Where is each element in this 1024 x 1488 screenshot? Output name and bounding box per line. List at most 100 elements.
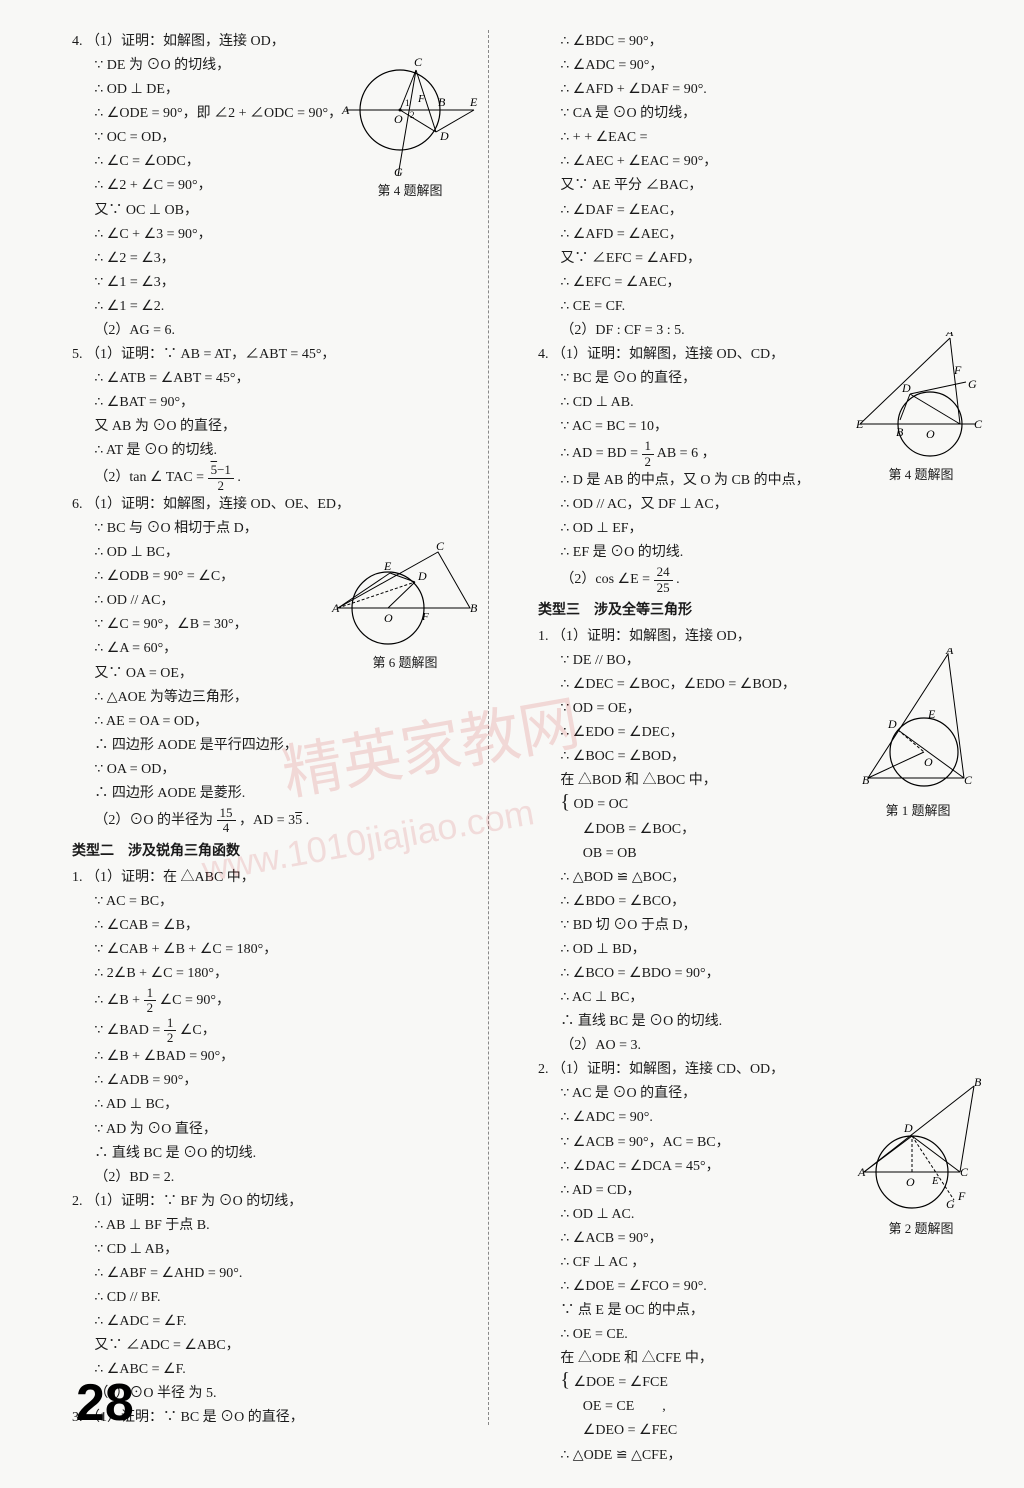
text-line: ∴ OE = CE. [538, 1323, 988, 1347]
text-line: 1. （1）证明：如解图，连接 OD， [538, 625, 988, 649]
figure-r-q4: E B C A D F G O 第 4 题解图 [856, 332, 986, 483]
diagram-icon: A B C D E O F [330, 540, 480, 650]
text-line: ∴ 四边形 AODE 是菱形. [72, 782, 522, 806]
text-line: ∴ CE = CF. [538, 295, 988, 319]
svg-text:A: A [857, 1165, 866, 1179]
text-line: ∴ ∠ATB = ∠ABT = 45°， [72, 367, 522, 391]
text-line: ∵ ∠CAB + ∠B + ∠C = 180°， [72, 938, 522, 962]
svg-text:A: A [331, 601, 340, 615]
svg-text:A: A [945, 648, 954, 657]
text-line: （2）⊙O 的半径为 154 ，AD = 35 . [72, 806, 522, 836]
svg-text:B: B [438, 95, 446, 109]
text-line: ∴ ∠BDC = 90°， [538, 30, 988, 54]
text-line: ∵ AC = BC， [72, 890, 522, 914]
text-line: 类型二 涉及锐角三角函数 [72, 840, 522, 864]
text-line: 1. （1）证明：在 △ABC 中， [72, 866, 522, 890]
figure-caption: 第 4 题解图 [856, 464, 986, 483]
text-line: ∴ ∠C + ∠3 = 90°， [72, 223, 522, 247]
text-line: ∴ 2∠B + ∠C = 180°， [72, 962, 522, 986]
svg-text:C: C [964, 773, 973, 787]
text-line: ∴ △ODE ≌ △CFE， [538, 1444, 988, 1468]
svg-text:C: C [960, 1165, 969, 1179]
figure-caption: 第 4 题解图 [340, 180, 480, 199]
svg-text:C: C [436, 540, 445, 553]
text-line: ∵ OA = OD， [72, 758, 522, 782]
text-line: ∴ EF 是 ⊙O 的切线. [538, 541, 988, 565]
svg-text:1: 1 [405, 98, 410, 108]
figure-caption: 第 6 题解图 [330, 652, 480, 671]
svg-text:D: D [903, 1121, 913, 1135]
text-line: ∴ + + ∠EAC = [538, 126, 988, 150]
text-line: ∴ AT 是 ⊙O 的切线. [72, 439, 522, 463]
svg-text:A: A [341, 103, 350, 117]
text-line: ∴ ∠ABC = ∠F. [72, 1358, 522, 1382]
text-line: { ∠DOE = ∠FCE [538, 1371, 988, 1395]
text-line: ∵ ∠1 = ∠3， [72, 271, 522, 295]
text-line: 又 AB 为 ⊙O 的直径， [72, 415, 522, 439]
text-line: 5. （1）证明：∵ AB = AT，∠ABT = 45°， [72, 343, 522, 367]
diagram-icon: A C B D O E G F [856, 1076, 986, 1216]
text-line: ∴ 直线 BC 是 ⊙O 的切线. [538, 1010, 988, 1034]
text-line: ∴ ∠CAB = ∠B， [72, 914, 522, 938]
figure-q6: A B C D E O F 第 6 题解图 [330, 540, 480, 671]
svg-text:D: D [439, 129, 449, 143]
svg-text:F: F [953, 363, 962, 377]
svg-text:O: O [384, 611, 393, 625]
text-line: ∴ CF ⊥ AC ， [538, 1251, 988, 1275]
text-line: 又∵ OC ⊥ OB， [72, 199, 522, 223]
text-line: ∴ 直线 BC 是 ⊙O 的切线. [72, 1142, 522, 1166]
svg-text:C: C [414, 55, 423, 69]
text-line: ∴ ∠2 = ∠3， [72, 247, 522, 271]
svg-text:F: F [957, 1189, 966, 1203]
svg-text:2: 2 [410, 110, 415, 120]
svg-text:B: B [862, 773, 870, 787]
svg-text:G: G [394, 165, 403, 178]
text-line: ∵ ∠BAD = 12 ∠C， [72, 1016, 522, 1046]
text-line: ∴ CD // BF. [72, 1286, 522, 1310]
text-line: （2）tan ∠ TAC = 5−12 . [72, 463, 522, 493]
text-line: ∵ AD 为 ⊙O 直径， [72, 1118, 522, 1142]
text-line: ∴ △BOD ≌ △BOC， [538, 866, 988, 890]
text-line: ∴ ∠DAF = ∠EAC， [538, 199, 988, 223]
text-line: OB = OB [538, 842, 988, 866]
text-line: （2）BD = 2. [72, 1166, 522, 1190]
text-line: ∴ ∠EFC = ∠AEC， [538, 271, 988, 295]
text-line: ∴ ∠BAT = 90°， [72, 391, 522, 415]
text-line: ∴ ∠BDO = ∠BCO， [538, 890, 988, 914]
text-line: （2）cos ∠E = 2425 . [538, 565, 988, 595]
svg-text:O: O [906, 1175, 915, 1189]
svg-text:O: O [394, 112, 403, 126]
figure-caption: 第 1 题解图 [858, 800, 978, 819]
svg-text:E: E [931, 1175, 939, 1187]
svg-text:E: E [856, 417, 864, 431]
svg-text:D: D [887, 717, 897, 731]
diagram-icon: A B C D E O [858, 648, 978, 798]
column-divider [488, 30, 489, 1425]
text-line: 3. （1）证明：∵ BC 是 ⊙O 的直径， [72, 1406, 522, 1430]
text-line: ∴ ∠BCO = ∠BDO = 90°， [538, 962, 988, 986]
svg-text:D: D [417, 569, 427, 583]
svg-text:F: F [417, 93, 425, 105]
figure-caption: 第 2 题解图 [856, 1218, 986, 1237]
text-line: ∴ OD ⊥ EF， [538, 517, 988, 541]
svg-text:A: A [945, 332, 954, 339]
svg-text:C: C [974, 417, 983, 431]
svg-text:G: G [946, 1197, 955, 1211]
svg-text:E: E [383, 559, 392, 573]
text-line: ∴ ∠ADC = 90°， [538, 54, 988, 78]
diagram-icon: A E B C D G F O 1 2 [340, 48, 480, 178]
text-line: ∠DOB = ∠BOC， [538, 818, 988, 842]
text-line: ∴ AC ⊥ BC， [538, 986, 988, 1010]
text-line: ∠DEO = ∠FEC [538, 1419, 988, 1443]
svg-text:F: F [421, 611, 429, 623]
svg-text:E: E [927, 707, 936, 721]
text-line: 又∵ AE 平分 ∠BAC， [538, 174, 988, 198]
text-line: 在 △ODE 和 △CFE 中， [538, 1347, 988, 1371]
text-line: ∴ ∠B + 12 ∠C = 90°， [72, 986, 522, 1016]
text-line: ∴ AE = OA = OD， [72, 710, 522, 734]
text-line: ∴ ∠ADC = ∠F. [72, 1310, 522, 1334]
text-line: （2）⊙O 半径 为 5. [72, 1382, 522, 1406]
text-line: OE = CE , [538, 1395, 988, 1419]
svg-text:D: D [901, 381, 911, 395]
svg-text:O: O [926, 427, 935, 441]
